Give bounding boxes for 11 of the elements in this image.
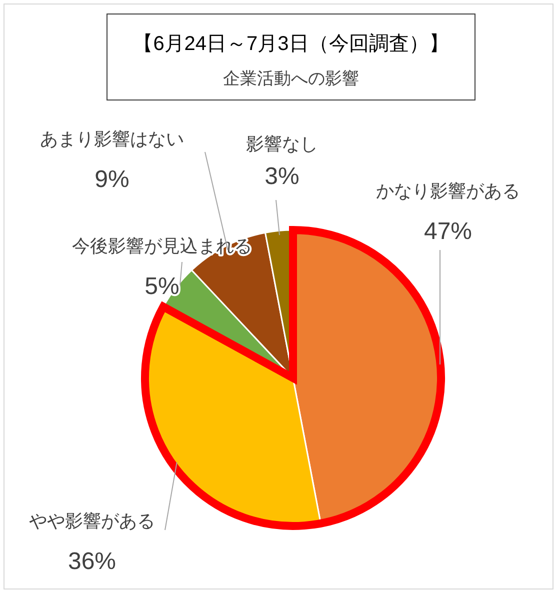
data-label: 5% bbox=[144, 273, 180, 300]
slice-label: あまり影響はない bbox=[40, 129, 184, 149]
data-label: 9% bbox=[94, 166, 130, 193]
data-label: 36% bbox=[68, 548, 116, 575]
data-label: 3% bbox=[264, 163, 300, 190]
slice-label: かなり影響がある bbox=[376, 181, 520, 201]
data-label: 47% bbox=[424, 218, 472, 245]
slice-label: 影響なし bbox=[246, 134, 318, 154]
slice-label: やや影響がある bbox=[29, 511, 155, 531]
chart-subtitle: 企業活動への影響 bbox=[223, 69, 359, 88]
chart-title: 【6月24日～7月3日（今回調査）】 bbox=[133, 33, 449, 55]
